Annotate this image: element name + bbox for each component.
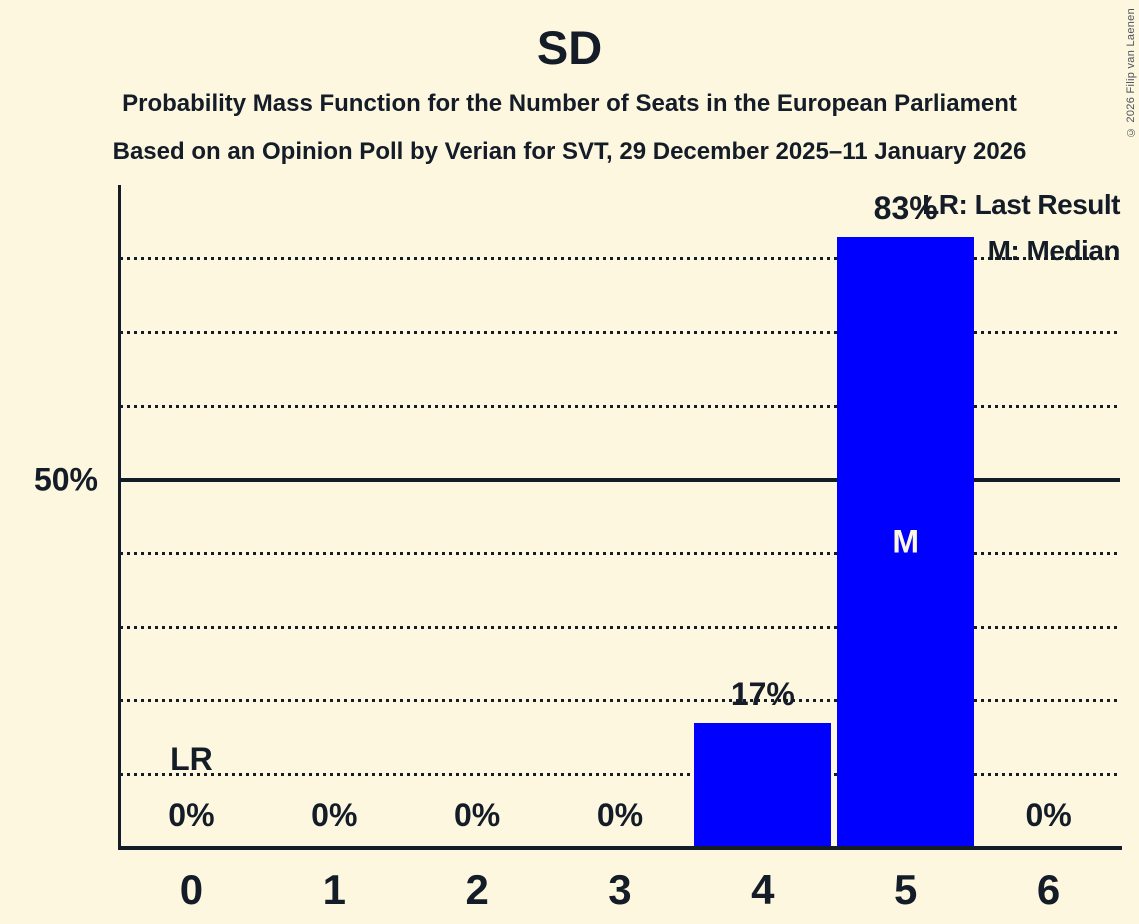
gridline-30-percent: [120, 625, 1120, 629]
gridline-80-percent: [120, 257, 1120, 261]
x-axis-tick-3: 3: [608, 866, 632, 913]
x-axis-line: [118, 846, 1122, 850]
last-result-marker-label: LR: [170, 741, 213, 778]
chart-subtitle-line2: Based on an Opinion Poll by Verian for S…: [112, 138, 1027, 165]
bar-value-label-seats-6: 0%: [1025, 797, 1072, 833]
chart-subtitle-line1: Probability Mass Function for the Number…: [122, 90, 1017, 117]
median-marker-label: M: [892, 523, 920, 560]
page-title: SD: [536, 21, 603, 74]
bar-value-label-seats-2: 0%: [454, 797, 501, 833]
x-axis-tick-0: 0: [179, 866, 204, 913]
plot-area: 0% 0% 0% 0% 17% M 83% 0% LR: [118, 185, 1122, 850]
bar-value-label-seats-0: 0%: [168, 797, 215, 833]
x-axis-tick-1: 1: [322, 866, 346, 913]
gridline-40-percent: [120, 551, 1120, 555]
bar-value-label-seats-4: 17%: [730, 675, 795, 712]
gridline-70-percent: [120, 330, 1120, 334]
y-axis-line: [118, 185, 121, 850]
gridline-10-percent: [120, 772, 1120, 776]
x-axis-tick-5: 5: [894, 866, 918, 913]
bar-value-label-seats-3: 0%: [596, 797, 644, 833]
gridline-50-percent-solid: [120, 477, 1120, 482]
legend-last-result: LR: Last Result: [922, 189, 1120, 220]
bar-value-label-seats-1: 0%: [311, 797, 358, 833]
copyright-note: © 2026 Filip van Laenen: [1125, 8, 1137, 139]
x-axis-tick-2: 2: [465, 866, 489, 913]
bar-seats-5: M: [837, 236, 975, 848]
x-axis-tick-4: 4: [751, 866, 775, 913]
x-axis-tick-labels: 0 1 2 3 4 5 6: [120, 866, 1120, 920]
gridline-20-percent: [120, 699, 1120, 703]
legend-median: M: Median: [987, 235, 1121, 266]
y-axis-tick-label: 50%: [33, 461, 98, 498]
gridline-60-percent: [120, 404, 1120, 408]
bar-seats-4: [694, 722, 832, 848]
chart-legend: LR: Last Result M: Median: [922, 182, 1120, 274]
bar-value-label-seats-5: 83%: [873, 189, 938, 226]
x-axis-tick-6: 6: [1036, 866, 1061, 913]
